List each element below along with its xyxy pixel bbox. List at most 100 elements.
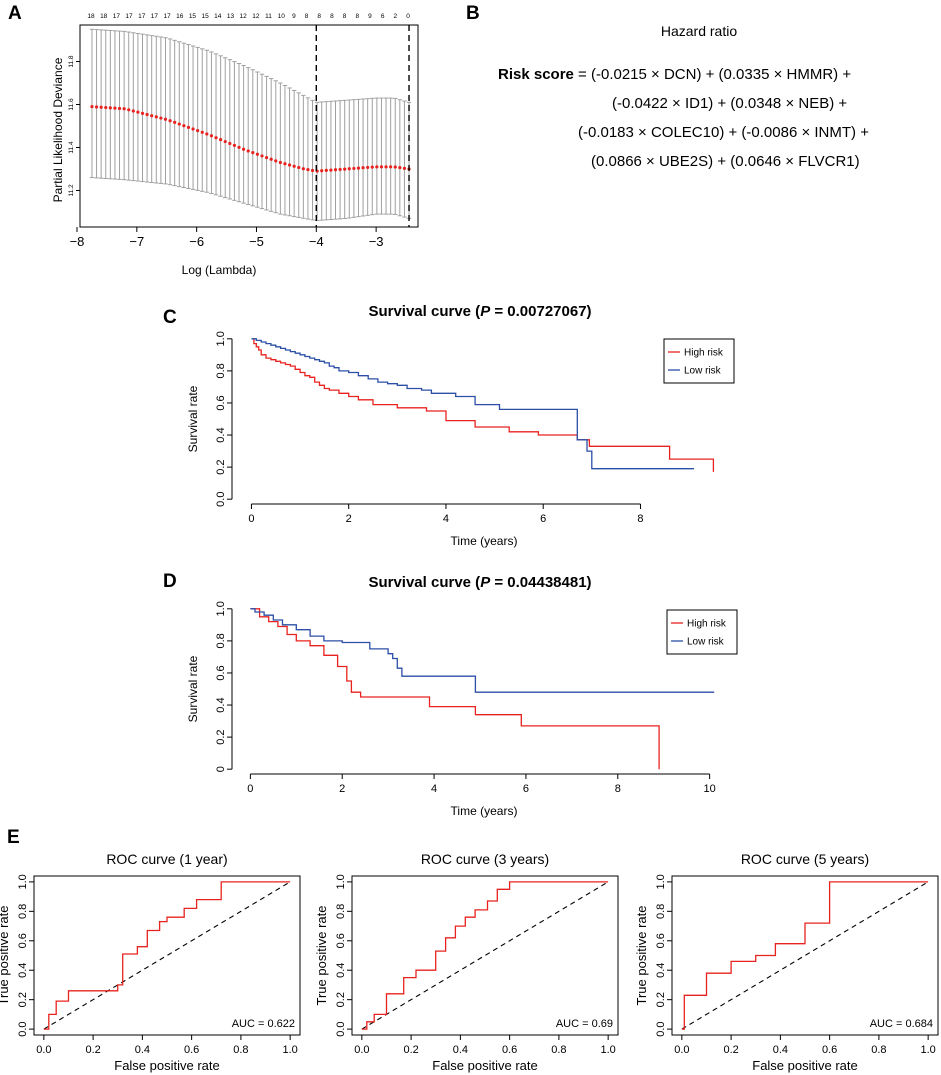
x-tick-label: 0.6 [184,1044,199,1056]
mean-point [301,167,305,171]
x-tick-label: 0.6 [822,1044,837,1056]
legend-box [663,338,735,384]
auc-label: AUC = 0.684 [870,1018,933,1030]
roc-curve-5-years: ROC curve (5 years) 0.0 0.2 0.4 0.6 0.8 1.0 0.0… [634,851,939,1073]
x-tick-label: 4 [431,783,437,795]
x-tick-label: 0.8 [551,1044,566,1056]
x-tick-label: 0 [247,783,253,795]
x-tick-label: 0.2 [403,1044,418,1056]
x-tick-label: 6 [523,783,529,795]
km-curve-high-risk [250,608,660,770]
top-tick-label: 16 [176,13,184,20]
mean-point [219,138,223,142]
mean-point [214,136,218,140]
mean-point [136,110,140,114]
y-tick-label: 0.2 [215,729,227,744]
legend-box [666,609,738,655]
y-axis-label: True positive rate [0,906,11,1006]
top-tick-label: 8 [355,13,359,20]
legend-label: High risk [687,619,727,630]
x-tick-label: −3 [369,234,384,249]
top-tick-label: 0 [406,13,410,20]
survival-curve-d: Survival curve (P = 0.04438481) 0 0.2 0.4 0.… [186,574,738,818]
risk-score-formula: Hazard ratio Risk score = (-0.0215 × DCN… [498,23,869,170]
y-tick-label: 0.8 [215,363,227,378]
y-tick-label: 11.8 [68,55,75,68]
chart-title: Survival curve (P = 0.04438481) [368,574,591,591]
legend-label: High risk [684,348,724,359]
formula-title: Hazard ratio [661,23,737,39]
mean-point [182,124,186,128]
mean-point [191,127,195,131]
formula-line-4: (0.0866 × UBE2S) + (0.0646 × FLVCR1) [591,153,860,170]
formula-label: Risk score [498,66,574,83]
reference-diagonal [43,881,291,1030]
auc-label: AUC = 0.622 [232,1018,295,1030]
km-curve-high-risk [251,338,715,472]
x-tick-label: 1.0 [282,1044,297,1056]
roc-curve-3-years: ROC curve (3 years) 0.0 0.2 0.4 0.6 0.8 1.0 0.0… [314,851,619,1073]
top-tick-label: 8 [330,13,334,20]
top-tick-label: 18 [87,13,95,20]
top-tick-label: 17 [125,13,133,20]
y-tick-label: 0.6 [335,933,347,948]
y-tick-label: 0.0 [655,1021,667,1036]
x-tick-label: 2 [346,513,352,525]
legend-label: Low risk [684,366,722,377]
roc-curve-1-year: ROC curve (1 year) 0.0 0.2 0.4 0.6 0.8 1.0 0.0 0… [0,851,301,1073]
x-tick-label: 0.4 [453,1044,468,1056]
top-tick-label: 9 [368,13,372,20]
mean-point [260,154,264,158]
mean-point [140,111,145,115]
plot-frame [33,875,301,1036]
mean-point [246,149,250,153]
mean-point [196,129,200,133]
y-tick-label: 11.4 [68,141,75,154]
top-tick-label: 2 [394,13,398,20]
mean-point [384,165,388,169]
panel-letter-b: B [466,3,480,24]
x-tick-label: 1.0 [920,1044,935,1056]
mean-point [347,167,351,171]
x-tick-label: 0.4 [773,1044,788,1056]
mean-point [402,166,407,170]
x-tick-label: 0.8 [871,1044,886,1056]
legend-label: Low risk [687,637,725,648]
x-tick-label: 0.0 [674,1044,689,1056]
mean-point [264,155,269,160]
y-tick-label: 1.0 [215,331,227,346]
x-tick-label: 0.0 [354,1044,369,1056]
x-tick-label: 1.0 [600,1044,615,1056]
panel-letter-a: A [8,3,22,24]
x-tick-label: −6 [189,234,204,249]
mean-point [173,120,177,125]
x-tick-label: −4 [309,234,324,249]
mean-point [228,141,232,146]
y-tick-label: 0.4 [215,427,227,442]
formula-line-1: Risk score = (-0.0215 × DCN) + (0.0335 ×… [498,66,851,83]
mean-point [338,167,342,172]
top-tick-label: 17 [151,13,159,20]
y-tick-label: 0.0 [17,1021,29,1036]
chart-title: ROC curve (1 year) [106,851,227,867]
mean-point [159,116,163,120]
y-tick-label: 0.2 [335,992,347,1007]
panel-letter-c: C [163,307,177,328]
mean-point [361,166,365,170]
x-tick-label: 0 [248,513,254,525]
mean-point [306,168,310,172]
mean-point [352,166,356,171]
y-tick-label: 0.6 [215,665,227,680]
survival-curve-c: Survival curve (P = 0.00727067) 0.0 0.2 0.4… [186,303,735,548]
mean-point [177,122,181,126]
mean-point [398,166,402,170]
y-tick-label: 0.2 [655,992,667,1007]
mean-point [209,134,214,138]
y-tick-label: 0.8 [17,904,29,919]
x-tick-label: 0.2 [723,1044,738,1056]
mean-point [375,165,379,169]
mean-point [283,162,287,166]
x-axis-label: False positive rate [432,1058,538,1073]
top-tick-label: 18 [100,13,108,20]
